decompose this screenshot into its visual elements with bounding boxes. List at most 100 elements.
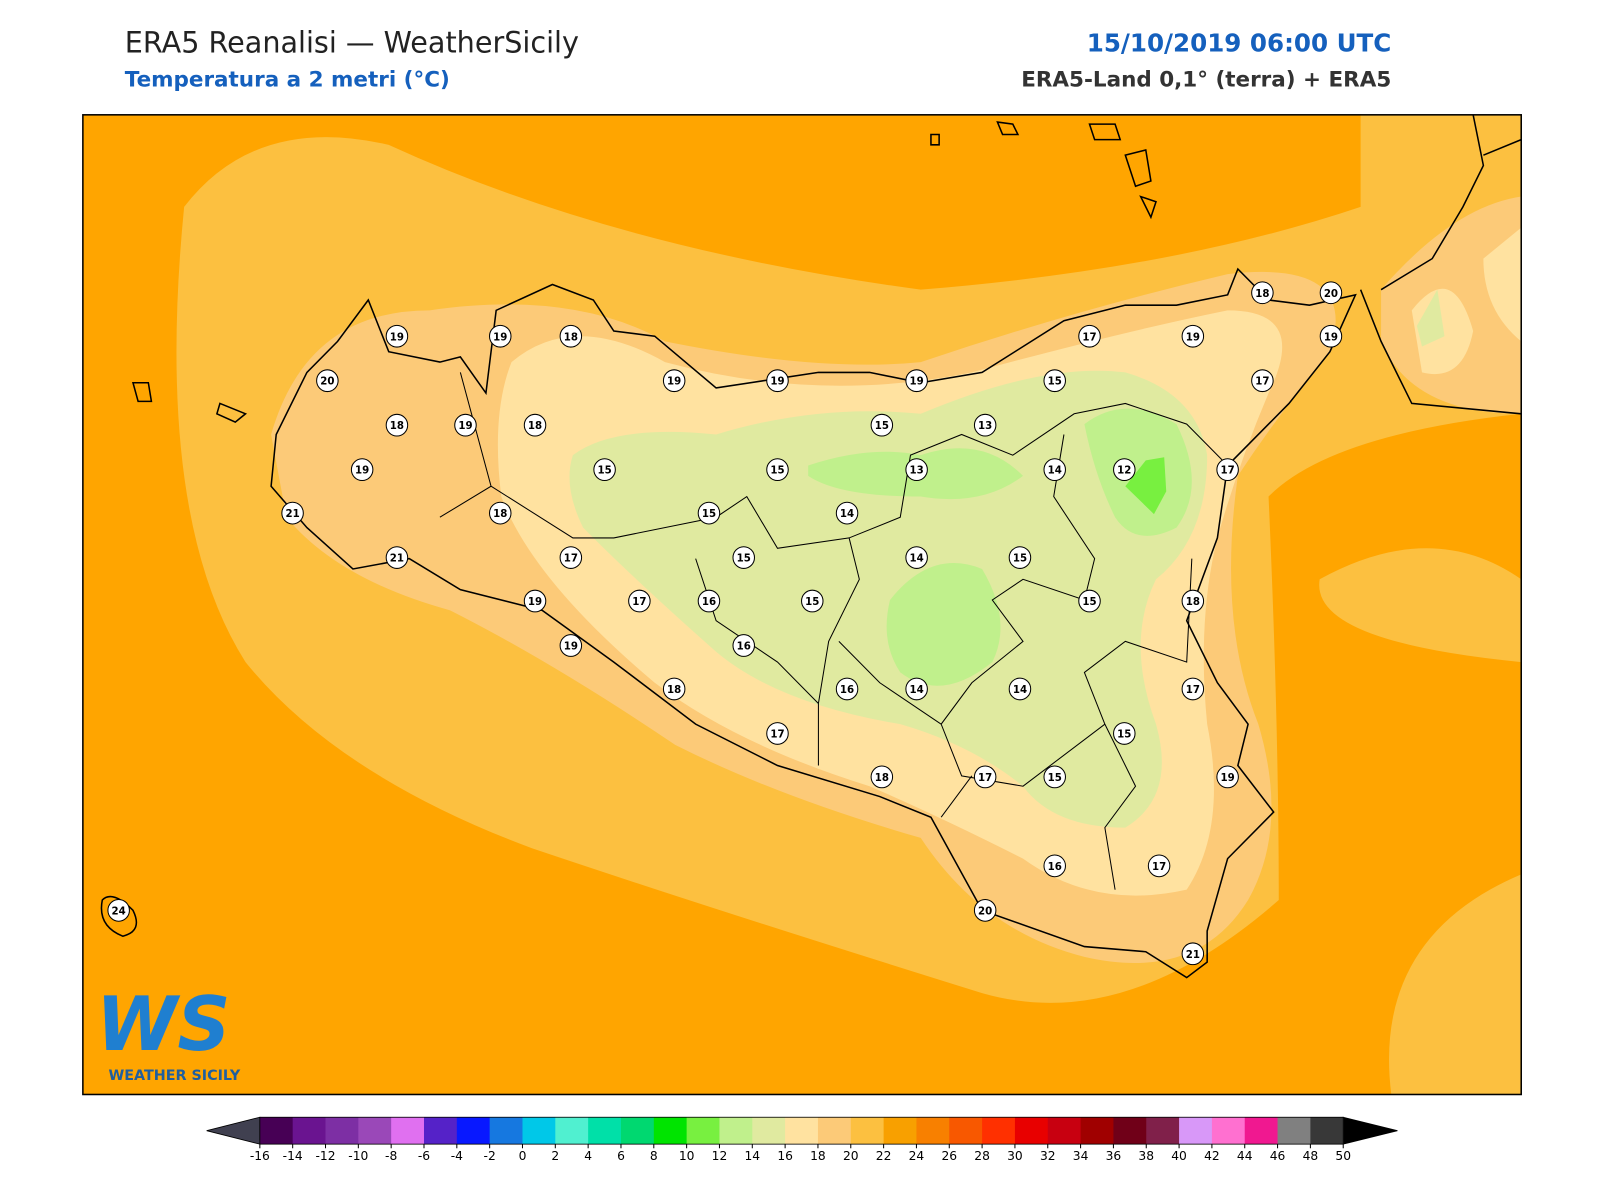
station-marker [1008,677,1032,701]
station-value: 18 [390,420,404,432]
station-value: 16 [702,596,716,608]
station-marker [489,324,512,348]
station-marker [1113,458,1136,482]
station-value: 18 [1255,288,1269,300]
station-value: 16 [737,641,751,653]
station-marker [1147,854,1171,878]
colorbar-tick-label: -10 [348,1149,368,1163]
station-marker [316,369,339,393]
station-marker [1043,458,1066,482]
coastline [100,114,1522,979]
colorbar-tick-label: 4 [584,1149,592,1163]
station-marker [835,501,859,525]
station-value: 16 [840,684,854,696]
station-marker [1078,324,1101,348]
map-frame [82,114,1522,1096]
subtitle: Temperatura a 2 metri (°C) [125,68,450,93]
title: ERA5 Reanalisi — WeatherSicily [125,25,579,59]
station-marker [1181,324,1205,348]
station-marker [1181,589,1205,613]
colorbar-segment [785,1117,819,1145]
colorbar-tick-label: 44 [1237,1149,1253,1163]
colorbar-tick-label: 6 [617,1149,625,1163]
station-marker [732,634,755,657]
station-marker [1251,369,1274,393]
station-value: 17 [1152,861,1166,873]
colorbar-segment [292,1117,327,1145]
colorbar-segment [522,1117,556,1145]
station-marker [559,324,583,348]
station-value: 18 [564,331,578,343]
colorbar-tick-label: 36 [1106,1149,1122,1163]
station-value: 19 [770,376,784,388]
colorbar-segment [752,1117,786,1145]
station-marker [350,458,374,482]
colorbar-tick-label: 12 [712,1149,728,1163]
station-marker [385,546,409,569]
station-marker [385,413,409,437]
station-value: 13 [978,420,992,432]
station-marker [1113,722,1136,745]
station-marker [523,589,547,613]
colorbar-tick-label: -8 [385,1149,397,1163]
stations: 19 19 18 20 18 19 18 19 21 18 21 17 19 17 16 19 18 17 19 19… [107,281,1343,966]
station-marker [973,413,997,437]
station-marker [973,898,997,922]
station-marker [559,546,583,569]
colorbar-segment [1047,1117,1082,1145]
station-marker [1216,458,1239,482]
station-value: 17 [564,553,578,565]
station-marker [1008,546,1032,569]
station-marker [662,677,686,701]
station-value: 20 [978,905,992,917]
station-marker [766,458,789,482]
station-value: 18 [667,684,681,696]
station-marker [870,413,894,437]
colorbar-segment [358,1117,392,1145]
station-marker [905,677,928,701]
station-value: 18 [875,772,889,784]
station-value: 19 [667,376,681,388]
colorbar-tick-label: 24 [909,1149,925,1163]
colorbar-segment [686,1117,720,1145]
station-value: 19 [493,331,507,343]
station-marker [697,501,721,525]
station-marker [905,369,928,393]
station-value: 17 [1255,376,1269,388]
source: ERA5-Land 0,1° (terra) + ERA5 [1021,68,1391,93]
colorbar-segment [620,1117,655,1145]
colorbar-tick-label: 48 [1303,1149,1319,1163]
station-marker [1043,765,1066,789]
colorbar-tick-label: 50 [1335,1149,1351,1163]
colorbar-tick-label: -12 [315,1149,335,1163]
colorbar-tick-label: -2 [484,1149,496,1163]
temperature-field [82,114,1522,1095]
logo: WS WEATHER SICILY [96,982,241,1084]
station-value: 19 [458,420,472,432]
station-marker [662,369,686,393]
colorbar-tick-label: 26 [941,1149,957,1163]
station-value: 15 [1117,728,1131,740]
station-value: 17 [978,772,992,784]
colorbar-tick-label: 18 [810,1149,826,1163]
station-value: 15 [770,465,784,477]
station-value: 20 [1324,288,1338,300]
colorbar-segment [423,1117,458,1145]
station-value: 17 [1221,465,1235,477]
station-value: 15 [1048,376,1062,388]
station-marker [1043,369,1066,393]
colorbar-segment [588,1117,622,1145]
colorbar-segment [1080,1117,1114,1145]
colorbar-tick-label: 14 [744,1149,760,1163]
station-value: 18 [1186,596,1200,608]
colorbar-tick-label: 32 [1040,1149,1056,1163]
colorbar-segment [1310,1117,1344,1145]
station-value: 14 [1013,684,1027,696]
colorbar-segment [1179,1117,1213,1145]
station-value: 17 [1186,684,1200,696]
colorbar-segment [1146,1117,1180,1145]
station-marker [1216,765,1239,789]
station-value: 19 [564,641,578,653]
station-marker [1319,324,1343,348]
station-marker [835,677,859,701]
